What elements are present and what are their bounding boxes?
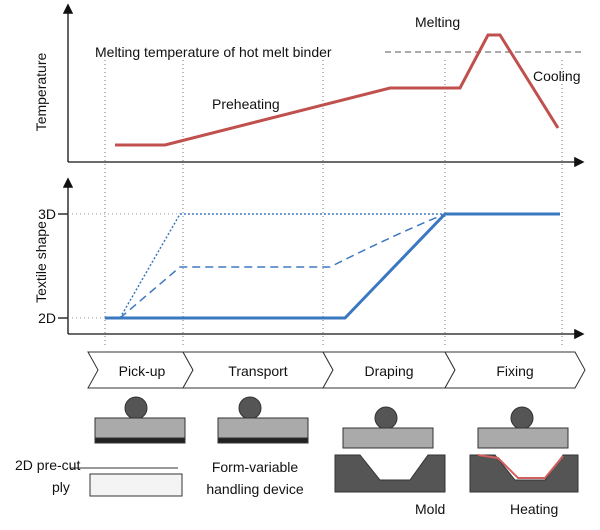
shape-curve [105,214,560,318]
device-label: Form-variable [212,459,299,475]
level-label: 2D [38,310,56,326]
device-label: handling device [206,481,304,497]
stage-label: Transport [228,363,288,379]
annotation: Preheating [212,96,280,112]
axis-label: Temperature [33,52,49,131]
device-label: ply [52,479,70,495]
annotation: Melting [415,14,460,30]
annotation: Cooling [533,68,580,84]
reference-label: Melting temperature of hot melt binder [95,44,332,60]
device-label: Mold [415,501,445,517]
stage-label: Fixing [496,363,533,379]
stage-label: Pick-up [119,363,166,379]
diagram: Temperature Melting temperature of hot m… [0,0,600,525]
level-label: 3D [38,206,56,222]
top-axes [68,6,582,162]
stage-label: Draping [364,363,413,379]
bottom-axes [58,180,582,334]
axis-label: Textile shape [33,221,49,303]
devices [70,397,578,496]
device-label: 2D pre-cut [15,457,80,473]
device-label: Heating [510,501,558,517]
